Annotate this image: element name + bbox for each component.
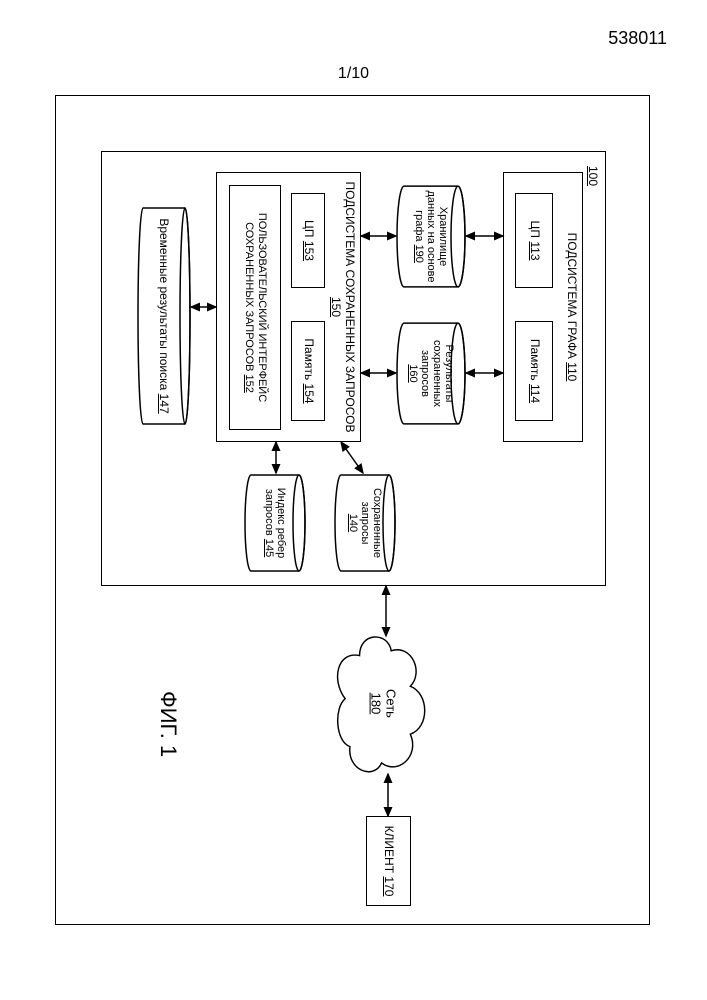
saved-results-cylinder: Результаты сохраненных запросов160 (396, 321, 466, 426)
saved-queries-label: Сохраненные запросы140 (347, 473, 383, 573)
saved-queries-cylinder: Сохраненные запросы140 (334, 473, 396, 573)
temp-results-label: Временные результаты поиска 147 (157, 214, 170, 417)
page-frame: 100 ПОДСИСТЕМА ГРАФА 110 ЦП 113 Память 1… (55, 95, 650, 925)
graph-store-label: Хранилище данных на основе графа 190 (413, 184, 449, 289)
graph-store-cylinder: Хранилище данных на основе графа 190 (396, 184, 466, 289)
edge-index-cylinder: Индекс ребер запросов 145 (244, 473, 306, 573)
edge-index-label: Индекс ребер запросов 145 (263, 473, 287, 573)
document-id: 538011 (608, 28, 667, 49)
page-number: 1/10 (338, 65, 369, 83)
temp-results-cylinder: Временные результаты поиска 147 (136, 206, 191, 426)
saved-results-label: Результаты сохраненных запросов160 (407, 321, 455, 426)
diagram-canvas: 100 ПОДСИСТЕМА ГРАФА 110 ЦП 113 Память 1… (56, 96, 651, 926)
